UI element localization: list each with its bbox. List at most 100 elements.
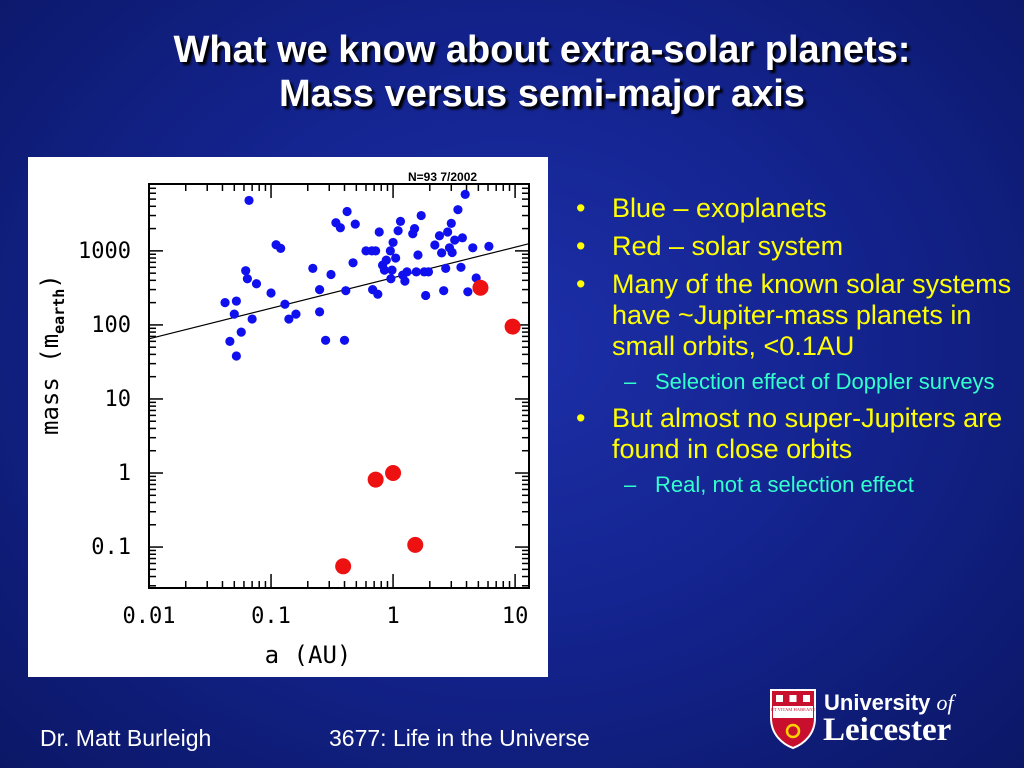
bullet-text: Many of the known solar systems have ~Ju… xyxy=(612,269,1012,361)
university-crest-icon: UT VITAM HABEANT xyxy=(770,689,816,750)
sub-bullet-dash: – xyxy=(624,472,637,497)
exoplanet-point xyxy=(393,226,403,236)
exoplanet-point xyxy=(371,246,381,256)
exoplanet-point xyxy=(400,276,410,286)
exoplanet-point xyxy=(291,309,301,319)
title-line-2: Mass versus semi-major axis xyxy=(279,73,805,115)
bullet-dot: • xyxy=(576,231,586,261)
exoplanet-point xyxy=(348,258,358,268)
exoplanet-point xyxy=(423,267,434,277)
exoplanet-point xyxy=(314,284,325,295)
y-tick-label: 100 xyxy=(91,313,131,338)
exoplanet-point xyxy=(244,195,254,206)
mass-vs-semi-major-axis-chart: 0.01 0.1 1 10 0.1 1 10 100 1000 N=93 7/2002 a (A… xyxy=(28,157,548,677)
x-axis-label: a (AU) xyxy=(265,641,352,669)
y-axis-label: mass (mearth) xyxy=(36,274,68,435)
y-axis-label-main: mass (m xyxy=(36,334,64,435)
solar-system-point xyxy=(385,465,402,482)
university-logo: UT VITAM HABEANT University of Leicester xyxy=(768,688,1013,754)
exoplanet-point xyxy=(251,279,262,289)
exoplanet-point xyxy=(395,216,406,227)
y-tick-label: 1000 xyxy=(78,239,131,264)
exoplanet-point xyxy=(280,299,290,309)
exoplanet-point xyxy=(220,298,230,308)
exoplanet-point xyxy=(413,250,423,260)
exoplanet-point xyxy=(402,267,412,277)
chart-marks: 0.01 0.1 1 10 0.1 1 10 100 1000 xyxy=(78,183,530,629)
bullet-item: • Blue – exoplanets xyxy=(568,193,1018,224)
exoplanet-point xyxy=(386,274,396,284)
bullet-ul: • Blue – exoplanets • Red – solar system •… xyxy=(568,193,1018,498)
exoplanet-point xyxy=(341,286,351,296)
solar-system-point xyxy=(367,471,384,488)
exoplanet-point xyxy=(339,335,350,345)
sub-bullet-text: Real, not a selection effect xyxy=(655,472,914,497)
exoplanet-point xyxy=(437,248,447,258)
exoplanet-point xyxy=(456,262,466,272)
exoplanet-point xyxy=(320,335,331,345)
exoplanet-point xyxy=(342,206,352,217)
solar-system-point xyxy=(407,536,424,553)
exoplanet-point xyxy=(441,263,451,273)
exoplanet-point xyxy=(484,241,494,251)
exoplanet-point xyxy=(231,351,241,361)
exoplanet-point xyxy=(460,189,470,199)
sub-bullet-dash: – xyxy=(624,369,637,394)
exoplanet-point xyxy=(335,223,345,233)
bullet-text: Red – solar system xyxy=(612,231,844,261)
exoplanet-point xyxy=(411,267,421,277)
logo-university-word: University xyxy=(824,690,931,715)
exoplanet-point xyxy=(385,246,395,256)
exoplanet-point xyxy=(409,223,420,234)
x-tick-label: 0.1 xyxy=(251,604,291,629)
y-tick-label: 1 xyxy=(118,461,131,486)
exoplanet-point xyxy=(350,219,360,229)
solar-system-point xyxy=(504,318,521,335)
bullet-list: • Blue – exoplanets • Red – solar system •… xyxy=(568,193,1018,506)
sub-bullet-item: – Selection effect of Doppler surveys xyxy=(568,369,1018,395)
exoplanet-point xyxy=(446,218,456,228)
exoplanet-point xyxy=(266,288,276,298)
exoplanet-point xyxy=(284,314,294,324)
exoplanet-point xyxy=(308,263,318,273)
y-axis-label-subscript: earth xyxy=(50,289,68,334)
exoplanet-point xyxy=(236,327,246,337)
exoplanet-point xyxy=(388,237,398,248)
exoplanet-point xyxy=(373,289,383,299)
exoplanet-point xyxy=(391,253,401,263)
exoplanet-point xyxy=(439,286,449,296)
exoplanet-point xyxy=(450,235,460,245)
exoplanet-point xyxy=(231,296,241,306)
exoplanet-point xyxy=(421,290,431,301)
logo-of-word: of xyxy=(936,690,954,715)
bullet-text: Blue – exoplanets xyxy=(612,193,827,223)
exoplanet-point xyxy=(443,227,453,237)
footer-course: 3677: Life in the Universe xyxy=(329,725,590,751)
bullet-item: • But almost no super-Jupiters are found … xyxy=(568,403,1018,465)
footer-author: Dr. Matt Burleigh xyxy=(40,725,212,751)
exoplanet-point xyxy=(387,265,397,275)
exoplanet-point xyxy=(457,233,468,243)
title-line-1: What we know about extra-solar planets: xyxy=(173,29,911,71)
exoplanet-point xyxy=(247,314,257,324)
exoplanet-point xyxy=(416,210,426,221)
exoplanet-point xyxy=(381,255,391,265)
exoplanet-point xyxy=(229,309,239,319)
solar-system-point xyxy=(472,279,489,296)
exoplanet-point xyxy=(314,307,325,317)
exoplanet-point xyxy=(453,205,463,215)
x-tick-label: 0.01 xyxy=(123,604,176,629)
exoplanet-point xyxy=(374,227,384,237)
x-tick-label: 10 xyxy=(502,604,529,629)
sub-bullet-item: – Real, not a selection effect xyxy=(568,472,1018,498)
chart-svg: 0.01 0.1 1 10 0.1 1 10 100 1000 N=93 7/2002 a (A… xyxy=(36,170,530,669)
bullet-dot: • xyxy=(576,193,586,223)
trend-line xyxy=(148,243,530,340)
exoplanet-point xyxy=(225,336,235,346)
sub-bullet-text: Selection effect of Doppler surveys xyxy=(655,369,995,394)
y-tick-label: 0.1 xyxy=(91,535,131,560)
logo-leicester-text: Leicester xyxy=(823,712,952,748)
chart-annotation: N=93 7/2002 xyxy=(408,170,477,184)
y-tick-label: 10 xyxy=(105,387,132,412)
bullet-item: • Red – solar system xyxy=(568,231,1018,262)
